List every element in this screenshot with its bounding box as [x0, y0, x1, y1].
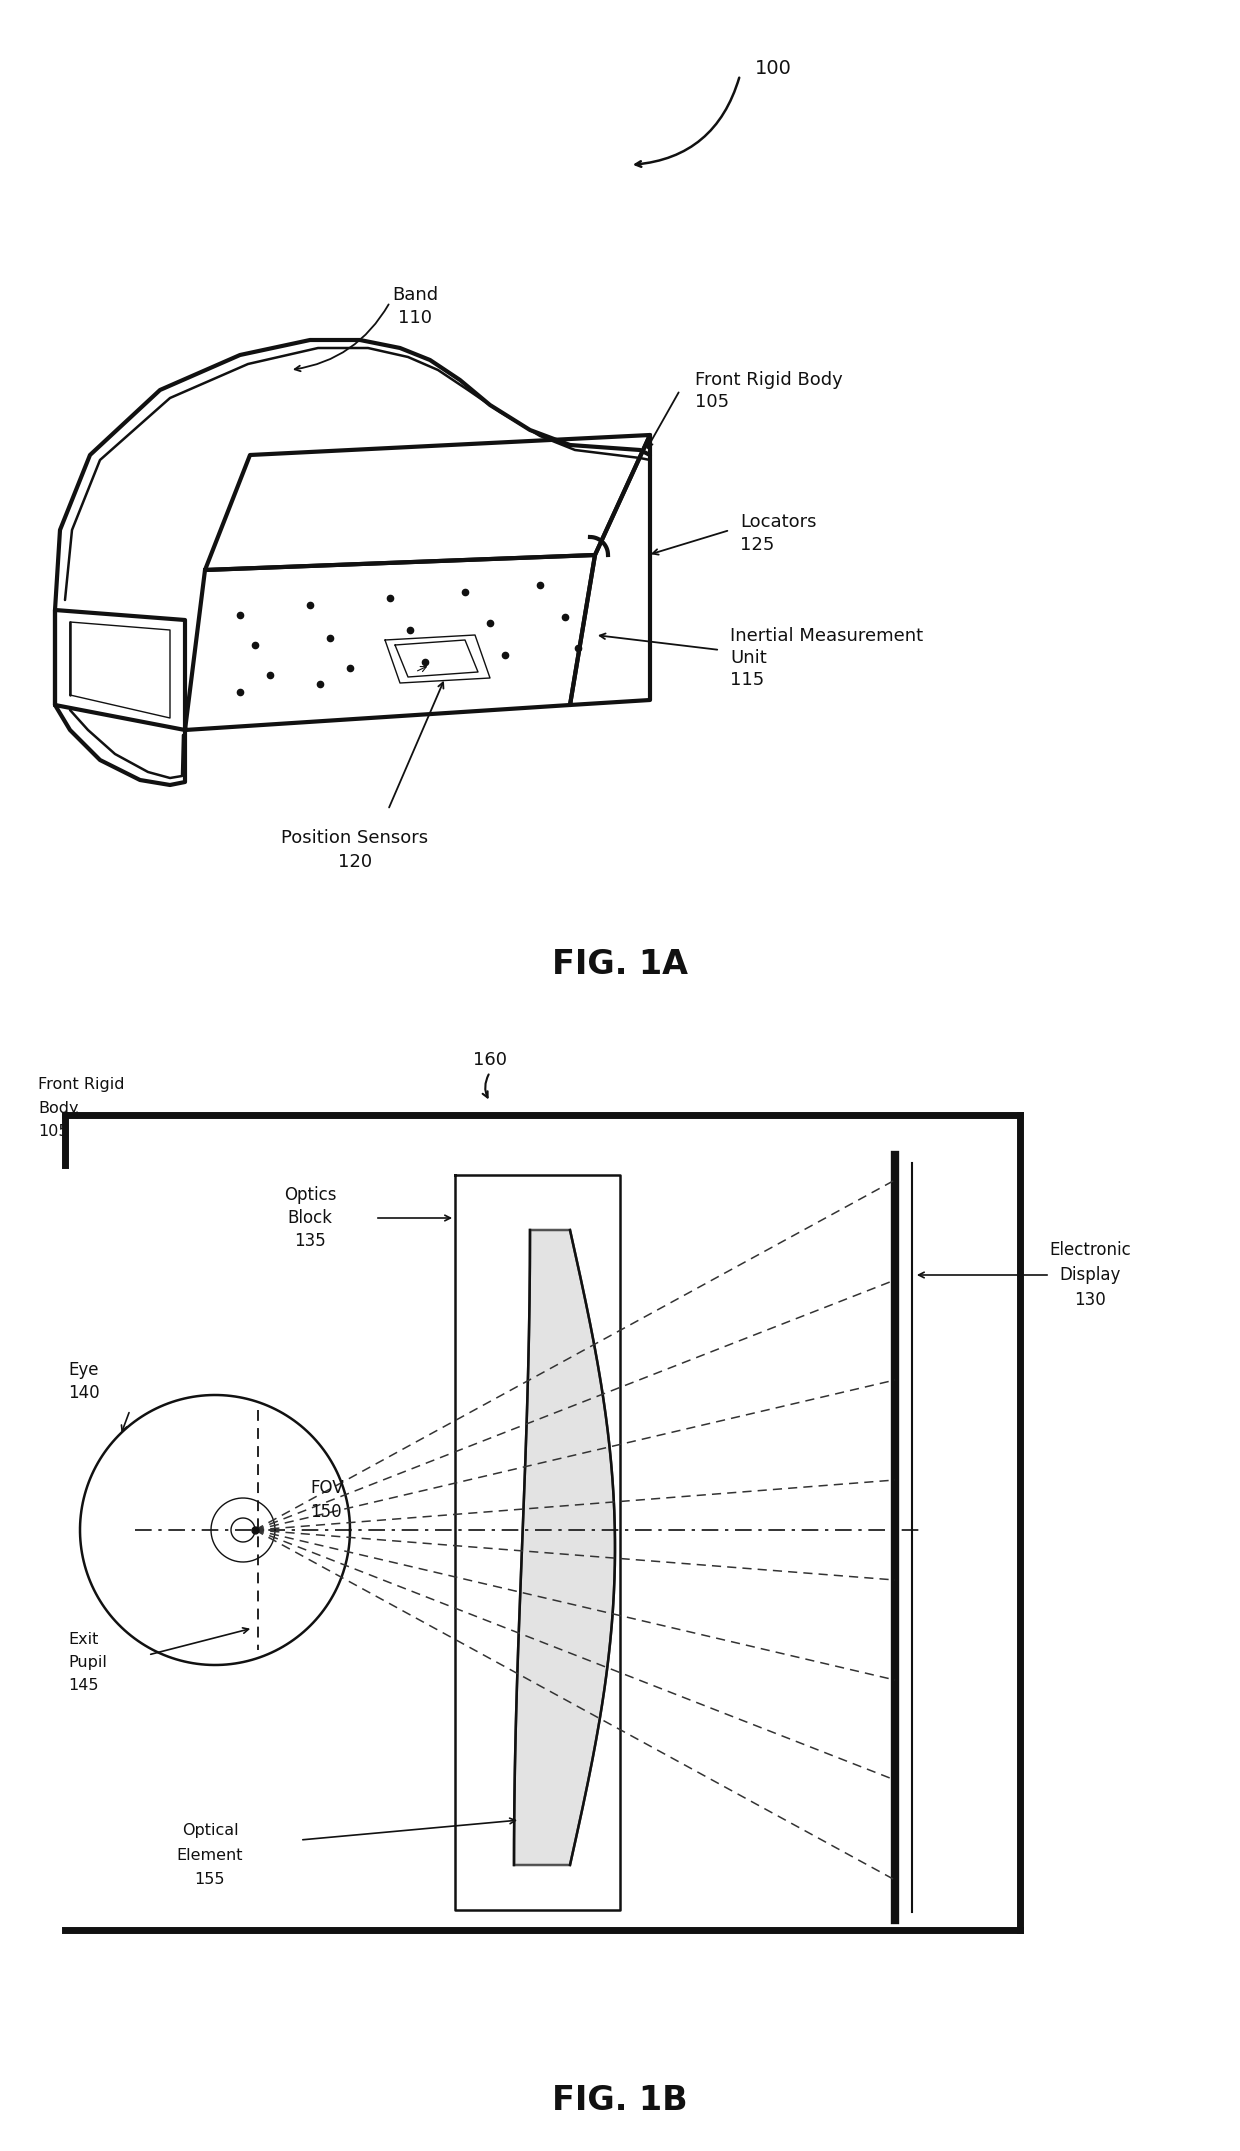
Text: Locators: Locators — [740, 512, 816, 531]
Text: 105: 105 — [38, 1123, 68, 1138]
Text: 125: 125 — [740, 536, 774, 555]
Text: Exit: Exit — [68, 1633, 98, 1648]
Text: 110: 110 — [398, 310, 432, 327]
Text: 100: 100 — [755, 58, 792, 77]
Text: Unit: Unit — [730, 650, 766, 667]
Text: Front Rigid Body: Front Rigid Body — [694, 370, 843, 389]
Text: Inertial Measurement: Inertial Measurement — [730, 626, 923, 645]
Text: 135: 135 — [294, 1233, 326, 1250]
Text: 145: 145 — [68, 1678, 98, 1693]
Text: Pupil: Pupil — [68, 1656, 107, 1671]
Text: FIG. 1A: FIG. 1A — [552, 949, 688, 981]
Text: 120: 120 — [339, 854, 372, 871]
Text: 160: 160 — [472, 1052, 507, 1069]
Text: Eye: Eye — [68, 1362, 98, 1379]
Text: Electronic: Electronic — [1049, 1241, 1131, 1258]
Text: Optical: Optical — [182, 1822, 238, 1837]
Text: 105: 105 — [694, 394, 729, 411]
Text: Element: Element — [177, 1848, 243, 1863]
Text: Display: Display — [1059, 1267, 1121, 1284]
Text: 140: 140 — [68, 1383, 99, 1402]
Text: 150: 150 — [310, 1504, 342, 1521]
Text: 155: 155 — [195, 1874, 226, 1886]
Text: Optics: Optics — [284, 1185, 336, 1205]
Text: FOV: FOV — [310, 1480, 343, 1497]
Text: Position Sensors: Position Sensors — [281, 828, 429, 847]
Text: Block: Block — [288, 1209, 332, 1226]
Text: 115: 115 — [730, 671, 764, 688]
Polygon shape — [515, 1230, 615, 1865]
Text: FIG. 1B: FIG. 1B — [552, 2084, 688, 2117]
Text: Band: Band — [392, 286, 438, 303]
Text: Body: Body — [38, 1101, 78, 1116]
Text: 130: 130 — [1074, 1291, 1106, 1310]
Text: Front Rigid: Front Rigid — [38, 1078, 124, 1093]
